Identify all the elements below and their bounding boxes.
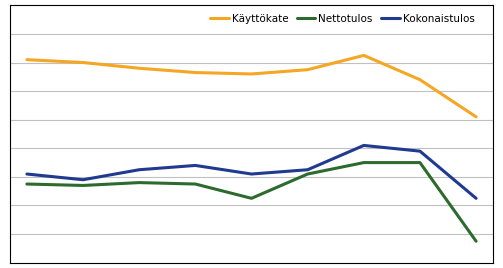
- Kokonaistulos: [136, 168, 142, 171]
- Nettotulos: [136, 181, 142, 184]
- Kokonaistulos: [80, 178, 86, 181]
- Nettotulos: [473, 240, 479, 243]
- Nettotulos: [80, 184, 86, 187]
- Kokonaistulos: [473, 197, 479, 200]
- Nettotulos: [192, 183, 198, 186]
- Nettotulos: [24, 183, 30, 186]
- Nettotulos: [417, 161, 423, 164]
- Käyttökate: [248, 72, 255, 76]
- Käyttökate: [417, 78, 423, 81]
- Käyttökate: [192, 71, 198, 74]
- Käyttökate: [361, 54, 367, 57]
- Käyttökate: [24, 58, 30, 61]
- Kokonaistulos: [248, 172, 255, 176]
- Line: Nettotulos: Nettotulos: [27, 163, 476, 241]
- Line: Kokonaistulos: Kokonaistulos: [27, 146, 476, 198]
- Kokonaistulos: [192, 164, 198, 167]
- Nettotulos: [305, 172, 311, 176]
- Kokonaistulos: [24, 172, 30, 176]
- Käyttökate: [80, 61, 86, 64]
- Kokonaistulos: [305, 168, 311, 171]
- Käyttökate: [473, 115, 479, 118]
- Käyttökate: [136, 67, 142, 70]
- Legend: Käyttökate, Nettotulos, Kokonaistulos: Käyttökate, Nettotulos, Kokonaistulos: [207, 10, 478, 27]
- Nettotulos: [361, 161, 367, 164]
- Käyttökate: [305, 68, 311, 71]
- Kokonaistulos: [361, 144, 367, 147]
- Kokonaistulos: [417, 150, 423, 153]
- Line: Käyttökate: Käyttökate: [27, 55, 476, 117]
- Nettotulos: [248, 197, 255, 200]
